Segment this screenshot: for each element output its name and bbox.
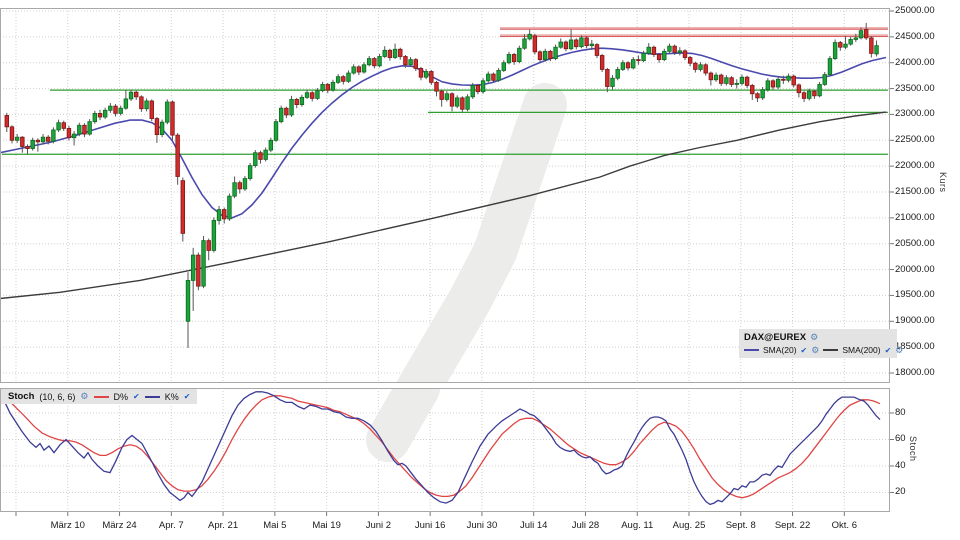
price-tick-label: 22500.00	[895, 134, 935, 146]
instrument-settings-gear-icon[interactable]: ⚙	[810, 332, 819, 342]
x-tick-label: Aug. 25	[672, 520, 706, 531]
price-tick-label: 24500.00	[895, 30, 935, 42]
stoch-legend-title: Stoch	[8, 391, 35, 402]
stoch-legend: Stoch (10, 6, 6) ⚙ D% ✔ K% ✔	[1, 389, 198, 404]
d-line-sample-icon	[93, 395, 109, 398]
price-tick-label: 25000.00	[895, 5, 935, 16]
stoch-tick-label: 20	[895, 486, 906, 498]
price-tick-label: 21000.00	[895, 211, 935, 223]
x-tick-label: Juli 28	[571, 520, 600, 531]
price-chart-panel[interactable]	[0, 8, 900, 383]
sma200-line-sample-icon	[823, 349, 839, 351]
x-tick-label: März 24	[102, 520, 137, 531]
stoch-settings-gear-icon[interactable]: ⚙	[80, 391, 89, 401]
d-line-label: D%	[113, 391, 129, 402]
stoch-params: (10, 6, 6)	[39, 391, 76, 402]
price-tick-label: 23000.00	[895, 108, 935, 120]
x-tick-label: Okt. 6	[831, 520, 857, 531]
sma20-settings-gear-icon[interactable]: ⚙	[811, 344, 820, 355]
price-tick-label: 23500.00	[895, 82, 935, 94]
stoch-chart-panel[interactable]	[0, 388, 900, 518]
sma20-line-sample-icon	[744, 349, 759, 351]
price-tick-label: 22000.00	[895, 160, 935, 172]
x-tick-label: Juni 30	[466, 520, 498, 531]
sma20-label: SMA(20)	[763, 345, 797, 355]
x-tick-label: Juli 14	[519, 520, 548, 531]
instrument-legend: DAX@EUREX ⚙ SMA(20) ✔ ⚙ SMA(200) ✔ ⚙	[739, 329, 903, 358]
sma200-settings-gear-icon[interactable]: ⚙	[895, 344, 904, 355]
stoch-tick-label: 80	[895, 407, 906, 418]
x-tick-label: Mai 19	[312, 520, 341, 531]
stoch-d-line	[0, 395, 881, 499]
sma200-checkbox[interactable]: ✔	[884, 345, 892, 355]
price-tick-label: 19500.00	[895, 289, 935, 301]
price-tick-label: 18000.00	[895, 367, 935, 378]
k-line-label: K%	[164, 391, 179, 402]
sma20-checkbox[interactable]: ✔	[800, 345, 808, 355]
sma200-label: SMA(200)	[842, 345, 881, 355]
x-tick-label: Apr. 7	[158, 520, 184, 531]
price-tick-label: 19000.00	[895, 315, 935, 327]
sma20-line	[0, 47, 887, 219]
k-line-sample-icon	[144, 395, 160, 398]
x-tick-label: Mai 5	[263, 520, 287, 531]
stoch-axis-title: Stoch	[908, 436, 918, 462]
k-line-checkbox[interactable]: ✔	[183, 392, 191, 401]
x-tick-label: Sept. 22	[774, 520, 811, 531]
price-tick-label: 24000.00	[895, 56, 935, 68]
x-tick-label: Juni 16	[414, 520, 446, 531]
stoch-tick-label: 60	[895, 433, 906, 445]
d-line-checkbox[interactable]: ✔	[133, 392, 140, 401]
instrument-title: DAX@EUREX	[744, 332, 807, 343]
x-tick-label: Apr. 21	[208, 520, 239, 531]
price-axis-title: Kurs	[938, 172, 948, 193]
stoch-tick-label: 40	[895, 459, 906, 471]
stoch-k-line	[0, 391, 881, 506]
price-tick-label: 20500.00	[895, 237, 935, 249]
price-tick-label: 18500.00	[895, 341, 935, 353]
x-tick-label: Juni 2	[365, 520, 392, 531]
x-tick-label: Sept. 8	[725, 520, 756, 531]
price-tick-label: 21500.00	[895, 186, 935, 197]
x-tick-label: Aug. 11	[621, 520, 654, 531]
x-tick-label: März 10	[50, 520, 85, 531]
price-tick-label: 20000.00	[895, 263, 935, 275]
sma200-line	[0, 111, 887, 300]
